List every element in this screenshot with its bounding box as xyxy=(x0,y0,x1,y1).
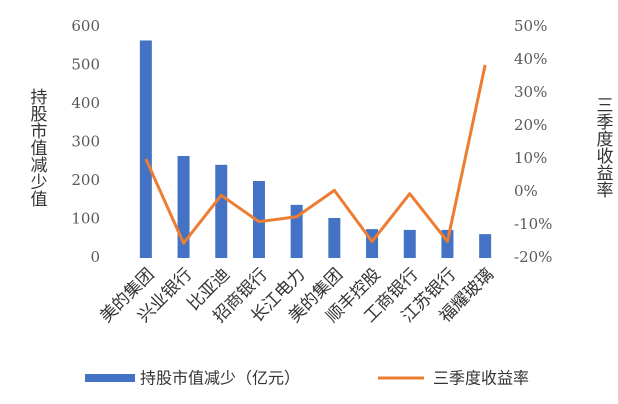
bar xyxy=(403,229,416,258)
bar xyxy=(177,155,190,258)
legend-label: 三季度收益率 xyxy=(433,369,529,388)
y-tick-label: 200 xyxy=(71,171,100,189)
y2-tick-label: 20% xyxy=(514,116,547,134)
line xyxy=(144,64,487,245)
legend-swatch xyxy=(85,374,135,382)
y-tick-label: 500 xyxy=(71,56,100,74)
y2-tick-label: 10% xyxy=(514,149,547,167)
y2-tick-label: 0% xyxy=(514,182,538,200)
bar xyxy=(215,164,228,258)
y-tick-label: 300 xyxy=(71,133,100,151)
y2-tick-label: 30% xyxy=(514,83,547,101)
y2-tick-label: 50% xyxy=(514,17,547,35)
y-tick-label: 100 xyxy=(71,210,100,228)
y-tick-label: 600 xyxy=(71,17,100,35)
bar xyxy=(479,234,492,258)
y2-axis-title: 三季度收益率 xyxy=(593,96,614,198)
y2-tick-label: 40% xyxy=(514,50,547,68)
bar xyxy=(252,181,265,258)
legend-label: 持股市值减少（亿元） xyxy=(140,369,300,388)
bar xyxy=(139,40,152,258)
y-tick-label: 0 xyxy=(90,248,100,266)
y2-tick-label: -20% xyxy=(514,248,552,266)
y2-tick-label: -10% xyxy=(514,215,552,233)
y-axis-title: 持股市值减少值 xyxy=(27,88,48,207)
y-tick-label: 400 xyxy=(71,94,100,112)
bar xyxy=(328,217,341,258)
